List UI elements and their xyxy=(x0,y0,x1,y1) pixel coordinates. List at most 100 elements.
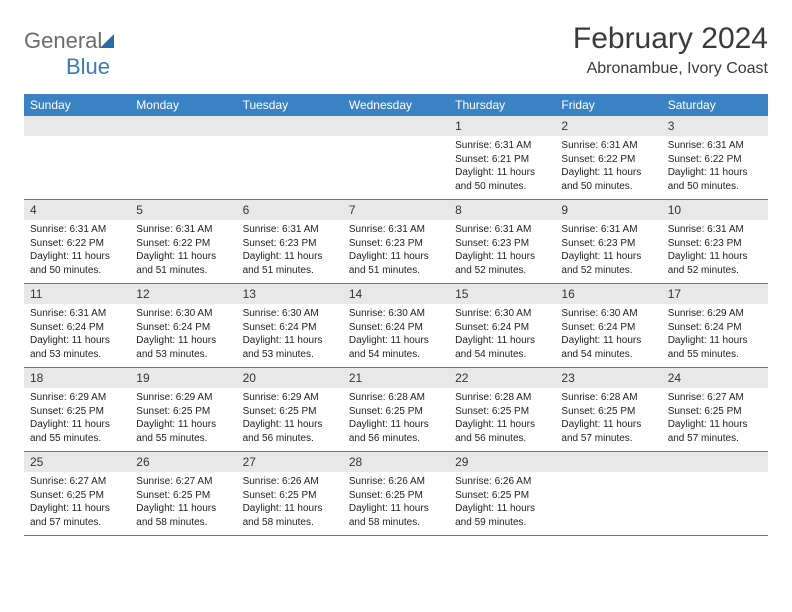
day-content xyxy=(555,472,661,528)
day-number: 25 xyxy=(24,452,130,472)
day-number: 2 xyxy=(555,116,661,136)
sunrise-text: Sunrise: 6:31 AM xyxy=(561,223,655,237)
day-cell: 11Sunrise: 6:31 AMSunset: 6:24 PMDayligh… xyxy=(24,284,130,368)
week-row: 11Sunrise: 6:31 AMSunset: 6:24 PMDayligh… xyxy=(24,284,768,368)
day-header: Monday xyxy=(130,94,236,116)
sunrise-text: Sunrise: 6:27 AM xyxy=(668,391,762,405)
sunset-text: Sunset: 6:25 PM xyxy=(243,489,337,503)
day-header: Wednesday xyxy=(343,94,449,116)
day-cell: 13Sunrise: 6:30 AMSunset: 6:24 PMDayligh… xyxy=(237,284,343,368)
daylight-text: Daylight: 11 hours and 53 minutes. xyxy=(243,334,337,361)
day-number: 7 xyxy=(343,200,449,220)
sunset-text: Sunset: 6:22 PM xyxy=(561,153,655,167)
day-cell: 14Sunrise: 6:30 AMSunset: 6:24 PMDayligh… xyxy=(343,284,449,368)
sunset-text: Sunset: 6:24 PM xyxy=(243,321,337,335)
sunrise-text: Sunrise: 6:26 AM xyxy=(455,475,549,489)
day-cell: 8Sunrise: 6:31 AMSunset: 6:23 PMDaylight… xyxy=(449,200,555,284)
day-number: 5 xyxy=(130,200,236,220)
day-cell: 26Sunrise: 6:27 AMSunset: 6:25 PMDayligh… xyxy=(130,452,236,536)
sunset-text: Sunset: 6:24 PM xyxy=(349,321,443,335)
day-content: Sunrise: 6:29 AMSunset: 6:24 PMDaylight:… xyxy=(662,304,768,367)
day-cell xyxy=(662,452,768,536)
day-cell: 21Sunrise: 6:28 AMSunset: 6:25 PMDayligh… xyxy=(343,368,449,452)
day-header: Saturday xyxy=(662,94,768,116)
day-content: Sunrise: 6:28 AMSunset: 6:25 PMDaylight:… xyxy=(555,388,661,451)
day-cell: 15Sunrise: 6:30 AMSunset: 6:24 PMDayligh… xyxy=(449,284,555,368)
sunrise-text: Sunrise: 6:31 AM xyxy=(668,223,762,237)
sunrise-text: Sunrise: 6:30 AM xyxy=(243,307,337,321)
sunset-text: Sunset: 6:22 PM xyxy=(668,153,762,167)
day-header: Thursday xyxy=(449,94,555,116)
sunset-text: Sunset: 6:25 PM xyxy=(349,489,443,503)
day-content: Sunrise: 6:26 AMSunset: 6:25 PMDaylight:… xyxy=(449,472,555,535)
day-header-row: Sunday Monday Tuesday Wednesday Thursday… xyxy=(24,94,768,116)
day-content: Sunrise: 6:27 AMSunset: 6:25 PMDaylight:… xyxy=(662,388,768,451)
day-content: Sunrise: 6:30 AMSunset: 6:24 PMDaylight:… xyxy=(449,304,555,367)
logo: GeneralBlue xyxy=(24,22,114,80)
week-row: 25Sunrise: 6:27 AMSunset: 6:25 PMDayligh… xyxy=(24,452,768,536)
day-cell: 4Sunrise: 6:31 AMSunset: 6:22 PMDaylight… xyxy=(24,200,130,284)
day-number: 1 xyxy=(449,116,555,136)
day-number: 3 xyxy=(662,116,768,136)
day-number: 11 xyxy=(24,284,130,304)
sunrise-text: Sunrise: 6:28 AM xyxy=(561,391,655,405)
logo-text-blue: Blue xyxy=(66,54,110,79)
day-cell: 22Sunrise: 6:28 AMSunset: 6:25 PMDayligh… xyxy=(449,368,555,452)
day-number-band xyxy=(555,452,661,472)
calendar-page: GeneralBlue February 2024 Abronambue, Iv… xyxy=(0,0,792,558)
day-cell: 24Sunrise: 6:27 AMSunset: 6:25 PMDayligh… xyxy=(662,368,768,452)
day-content: Sunrise: 6:30 AMSunset: 6:24 PMDaylight:… xyxy=(237,304,343,367)
month-title: February 2024 xyxy=(573,22,768,56)
day-cell: 28Sunrise: 6:26 AMSunset: 6:25 PMDayligh… xyxy=(343,452,449,536)
daylight-text: Daylight: 11 hours and 56 minutes. xyxy=(243,418,337,445)
day-content: Sunrise: 6:27 AMSunset: 6:25 PMDaylight:… xyxy=(130,472,236,535)
day-cell: 12Sunrise: 6:30 AMSunset: 6:24 PMDayligh… xyxy=(130,284,236,368)
day-number: 21 xyxy=(343,368,449,388)
daylight-text: Daylight: 11 hours and 50 minutes. xyxy=(561,166,655,193)
day-cell: 17Sunrise: 6:29 AMSunset: 6:24 PMDayligh… xyxy=(662,284,768,368)
day-content: Sunrise: 6:28 AMSunset: 6:25 PMDaylight:… xyxy=(343,388,449,451)
day-content xyxy=(343,136,449,192)
sunset-text: Sunset: 6:25 PM xyxy=(668,405,762,419)
daylight-text: Daylight: 11 hours and 54 minutes. xyxy=(349,334,443,361)
day-number: 26 xyxy=(130,452,236,472)
triangle-icon xyxy=(100,34,114,48)
sunrise-text: Sunrise: 6:26 AM xyxy=(243,475,337,489)
daylight-text: Daylight: 11 hours and 51 minutes. xyxy=(243,250,337,277)
day-number: 23 xyxy=(555,368,661,388)
sunset-text: Sunset: 6:25 PM xyxy=(349,405,443,419)
daylight-text: Daylight: 11 hours and 57 minutes. xyxy=(30,502,124,529)
week-row: 1Sunrise: 6:31 AMSunset: 6:21 PMDaylight… xyxy=(24,116,768,200)
sunrise-text: Sunrise: 6:29 AM xyxy=(30,391,124,405)
day-cell: 19Sunrise: 6:29 AMSunset: 6:25 PMDayligh… xyxy=(130,368,236,452)
sunset-text: Sunset: 6:25 PM xyxy=(30,489,124,503)
daylight-text: Daylight: 11 hours and 56 minutes. xyxy=(455,418,549,445)
location-subtitle: Abronambue, Ivory Coast xyxy=(573,60,768,78)
day-number-band xyxy=(662,452,768,472)
sunrise-text: Sunrise: 6:31 AM xyxy=(349,223,443,237)
day-content: Sunrise: 6:31 AMSunset: 6:23 PMDaylight:… xyxy=(343,220,449,283)
calendar-body: 1Sunrise: 6:31 AMSunset: 6:21 PMDaylight… xyxy=(24,116,768,536)
sunset-text: Sunset: 6:24 PM xyxy=(561,321,655,335)
day-cell: 2Sunrise: 6:31 AMSunset: 6:22 PMDaylight… xyxy=(555,116,661,200)
sunrise-text: Sunrise: 6:30 AM xyxy=(349,307,443,321)
day-header: Friday xyxy=(555,94,661,116)
daylight-text: Daylight: 11 hours and 52 minutes. xyxy=(668,250,762,277)
day-content: Sunrise: 6:29 AMSunset: 6:25 PMDaylight:… xyxy=(24,388,130,451)
daylight-text: Daylight: 11 hours and 55 minutes. xyxy=(136,418,230,445)
sunset-text: Sunset: 6:23 PM xyxy=(668,237,762,251)
sunrise-text: Sunrise: 6:30 AM xyxy=(561,307,655,321)
day-content: Sunrise: 6:31 AMSunset: 6:23 PMDaylight:… xyxy=(449,220,555,283)
sunrise-text: Sunrise: 6:30 AM xyxy=(136,307,230,321)
day-cell: 16Sunrise: 6:30 AMSunset: 6:24 PMDayligh… xyxy=(555,284,661,368)
sunset-text: Sunset: 6:25 PM xyxy=(455,489,549,503)
day-cell: 9Sunrise: 6:31 AMSunset: 6:23 PMDaylight… xyxy=(555,200,661,284)
day-cell: 23Sunrise: 6:28 AMSunset: 6:25 PMDayligh… xyxy=(555,368,661,452)
day-number: 15 xyxy=(449,284,555,304)
sunset-text: Sunset: 6:25 PM xyxy=(136,405,230,419)
day-content: Sunrise: 6:31 AMSunset: 6:22 PMDaylight:… xyxy=(662,136,768,199)
sunrise-text: Sunrise: 6:31 AM xyxy=(455,223,549,237)
week-row: 18Sunrise: 6:29 AMSunset: 6:25 PMDayligh… xyxy=(24,368,768,452)
sunrise-text: Sunrise: 6:31 AM xyxy=(136,223,230,237)
daylight-text: Daylight: 11 hours and 56 minutes. xyxy=(349,418,443,445)
